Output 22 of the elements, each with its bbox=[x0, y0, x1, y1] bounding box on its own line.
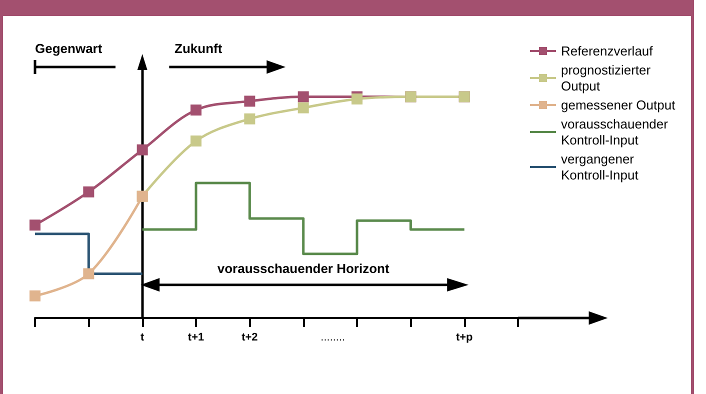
legend-label: vergangener Kontroll-Input bbox=[561, 152, 639, 182]
point bbox=[244, 96, 256, 107]
text: Gegenwart bbox=[35, 41, 103, 56]
text: Zukunft bbox=[174, 41, 223, 56]
text: ........ bbox=[320, 332, 346, 344]
x-tick-label: t+p bbox=[456, 332, 474, 344]
x-tick-label: t bbox=[140, 332, 145, 344]
point bbox=[190, 136, 202, 147]
x-tick-label: t+2 bbox=[242, 332, 258, 344]
point bbox=[83, 268, 94, 280]
point bbox=[136, 144, 148, 156]
point bbox=[30, 290, 40, 302]
point bbox=[298, 102, 309, 114]
point bbox=[83, 186, 94, 198]
x-tick-label: t+1 bbox=[188, 332, 204, 344]
legend-label: gemessener Output bbox=[561, 98, 676, 112]
point bbox=[244, 113, 256, 124]
point bbox=[298, 91, 309, 102]
legend-label: Referenzverlauf bbox=[561, 44, 654, 58]
point bbox=[190, 104, 202, 116]
point bbox=[30, 220, 40, 231]
annotation: vorausschauender Horizont bbox=[217, 260, 390, 276]
